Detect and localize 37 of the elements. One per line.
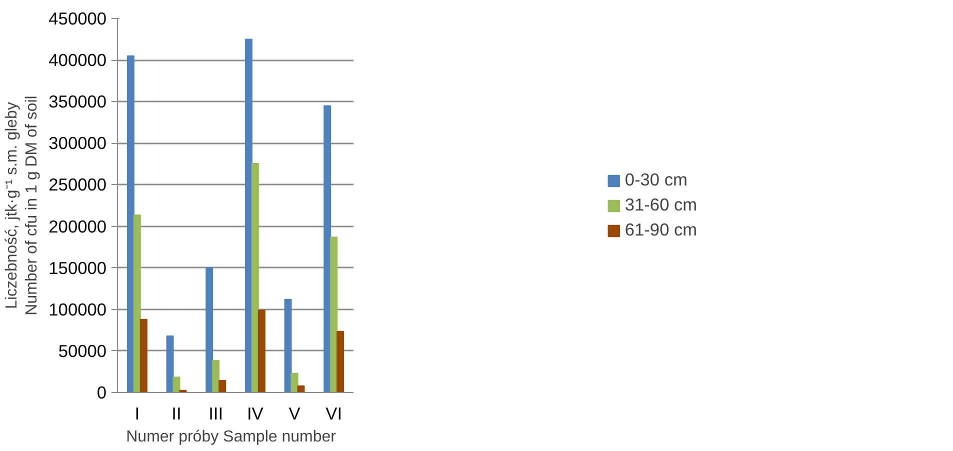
bar bbox=[251, 163, 259, 392]
bar bbox=[284, 298, 292, 392]
x-axis-title: Numer próby Sample number bbox=[126, 428, 337, 446]
y-tick-label: 250000 bbox=[48, 174, 107, 195]
bar bbox=[166, 335, 174, 392]
x-tick-label: VI bbox=[326, 404, 342, 424]
bar bbox=[336, 330, 344, 392]
y-tick-label: 100000 bbox=[48, 299, 107, 320]
x-tick-label: III bbox=[208, 404, 224, 424]
y-tick-label: 300000 bbox=[48, 133, 107, 154]
y-tick-label: 450000 bbox=[48, 8, 107, 28]
y-tick-label: 50000 bbox=[58, 340, 106, 361]
x-tick-label: II bbox=[172, 404, 182, 424]
bar bbox=[212, 360, 220, 392]
bar bbox=[133, 214, 141, 392]
bar bbox=[126, 55, 134, 392]
bar bbox=[258, 310, 266, 392]
bar bbox=[244, 38, 252, 392]
bar bbox=[297, 385, 305, 392]
bar bbox=[172, 376, 180, 392]
bar bbox=[206, 267, 214, 392]
y-tick-label: 150000 bbox=[48, 258, 107, 278]
y-tick-label: 200000 bbox=[48, 216, 107, 236]
y-tick-label: 400000 bbox=[48, 50, 107, 70]
bar bbox=[140, 318, 148, 392]
x-tick-label: IV bbox=[246, 404, 264, 424]
x-tick-label: I bbox=[134, 404, 140, 424]
y-axis-title: Liczebność, jtk·g⁻¹ s.m. gleby Number of cfu in 1 g DM of soil bbox=[3, 96, 41, 316]
y-tick-label: 350000 bbox=[48, 92, 107, 112]
bar bbox=[218, 380, 226, 392]
x-tick-label: V bbox=[288, 404, 301, 424]
y-tick-label: 0 bbox=[96, 382, 107, 402]
legend-label: 61-90 cm bbox=[624, 220, 698, 240]
bar bbox=[330, 236, 338, 392]
legend-label: 31-60 cm bbox=[624, 194, 698, 216]
bar bbox=[324, 105, 332, 392]
legend-label: 0-30 cm bbox=[624, 170, 688, 190]
